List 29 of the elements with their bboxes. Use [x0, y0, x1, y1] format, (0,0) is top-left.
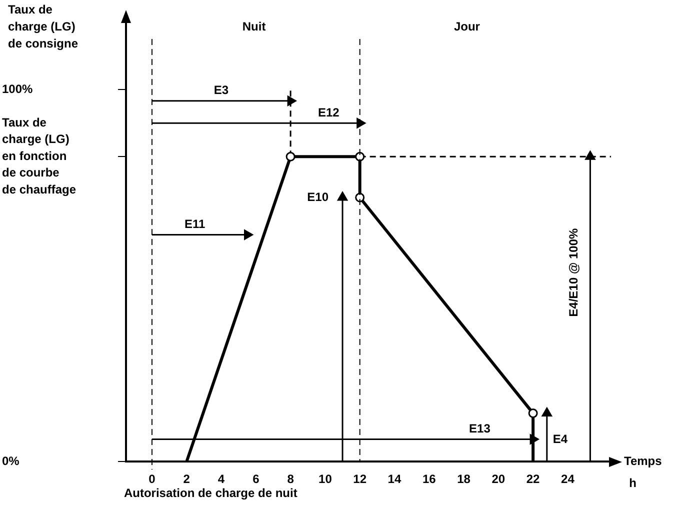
- annotation: Nuit: [242, 19, 266, 34]
- x-tick-label: 10: [318, 472, 332, 486]
- x-tick-label: 4: [218, 472, 225, 486]
- x-tick-label: 22: [526, 472, 540, 486]
- series-label: E4: [552, 432, 568, 446]
- x-axis-title: Temps: [624, 454, 662, 468]
- x-tick-label: 20: [492, 472, 506, 486]
- y-tick-label: Taux de charge (LG) en fonction de courbe de chauffage: [2, 115, 76, 197]
- ref-line-label: Autorisation de charge de nuit: [124, 486, 298, 500]
- x-tick-label: 24: [561, 472, 575, 486]
- y-tick-label: 100%: [2, 82, 34, 96]
- x-tick-label: 16: [422, 472, 436, 486]
- series-label: E11: [184, 217, 206, 232]
- x-tick-label: 18: [457, 472, 471, 486]
- x-tick-label: 12: [353, 472, 367, 486]
- annotation: Jour: [454, 19, 480, 34]
- y-axis-title: Taux de charge (LG) de consigne: [8, 2, 78, 50]
- x-tick-label: 14: [388, 472, 402, 486]
- series-label: E3: [214, 83, 229, 98]
- series-label: E12: [318, 105, 340, 120]
- y-tick-label: 0%: [2, 454, 20, 468]
- x-tick-label: 8: [287, 472, 294, 486]
- text: h: [629, 476, 636, 490]
- x-tick-label: 6: [252, 472, 260, 486]
- x-tick-label: 2: [183, 472, 190, 486]
- series-label: E10: [307, 190, 329, 204]
- x-tick-label: 0: [148, 472, 156, 486]
- series-label: E13: [469, 422, 491, 436]
- text: E4/E10 @ 100%: [566, 228, 581, 317]
